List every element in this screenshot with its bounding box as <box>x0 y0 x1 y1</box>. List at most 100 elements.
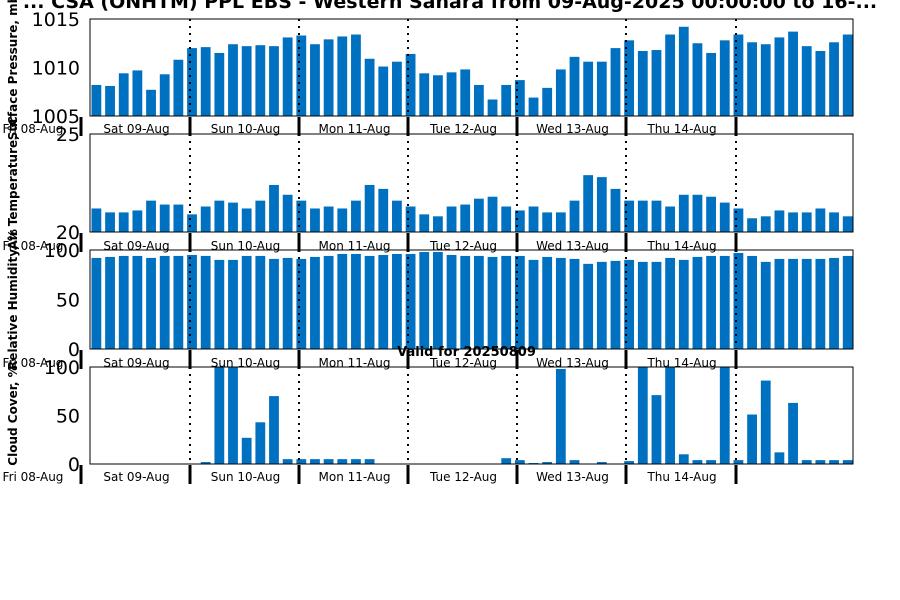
bar-2-41 <box>637 200 648 232</box>
day-label-4-6: Wed 13-Aug <box>536 470 609 484</box>
bar-1-25 <box>419 73 430 116</box>
bar-2-8 <box>187 214 197 232</box>
day-label-2-5: Tue 12-Aug <box>429 239 497 253</box>
bar-1-36 <box>569 56 580 116</box>
bar-2-24 <box>405 206 416 232</box>
bar-2-53 <box>801 212 812 232</box>
axes-frame-2 <box>89 133 854 233</box>
bar-1-20 <box>351 34 361 116</box>
bar-3-15 <box>282 257 293 349</box>
bar-3-49 <box>747 255 757 349</box>
bar-4-44 <box>678 454 689 464</box>
bar-2-18 <box>323 206 334 232</box>
bar-1-23 <box>392 61 402 116</box>
bar-2-32 <box>514 210 525 232</box>
day-label-1-1: Fri 08-Aug <box>3 122 64 136</box>
bar-3-8 <box>187 254 197 349</box>
day-label-2-6: Wed 13-Aug <box>536 239 609 253</box>
bar-4-9 <box>200 462 211 464</box>
bar-2-44 <box>678 194 689 232</box>
bar-3-39 <box>610 260 621 349</box>
bar-1-49 <box>747 42 757 116</box>
bar-4-41 <box>637 367 648 464</box>
bar-1-55 <box>829 42 839 116</box>
bar-2-9 <box>200 206 211 232</box>
bar-1-7 <box>173 59 184 116</box>
bar-2-21 <box>364 184 375 232</box>
bar-4-38 <box>596 462 607 464</box>
day-label-4-3: Sun 10-Aug <box>211 470 280 484</box>
bar-1-48 <box>733 34 744 116</box>
bar-1-5 <box>146 89 156 116</box>
bar-4-46 <box>706 460 716 464</box>
bar-2-6 <box>159 204 170 232</box>
y-tick-label-4-1: 0 <box>68 454 80 476</box>
bar-3-1 <box>91 257 102 349</box>
y-tick-label-4-3: 100 <box>44 357 80 379</box>
bar-3-9 <box>200 255 211 349</box>
day-label-1-4: Mon 11-Aug <box>319 122 391 136</box>
bar-3-16 <box>296 258 307 349</box>
bar-1-9 <box>200 47 211 116</box>
bar-4-31 <box>501 458 512 464</box>
bar-3-6 <box>159 255 170 349</box>
bar-4-52 <box>788 402 798 464</box>
bar-3-19 <box>337 253 348 349</box>
bar-2-10 <box>214 200 225 232</box>
bar-2-48 <box>733 208 744 232</box>
bar-1-33 <box>528 97 539 116</box>
bar-3-24 <box>405 253 416 349</box>
bar-4-15 <box>282 459 293 464</box>
bar-2-46 <box>706 196 716 232</box>
bar-1-22 <box>378 66 389 116</box>
bar-2-13 <box>255 200 266 232</box>
bar-1-56 <box>842 34 853 116</box>
bar-1-39 <box>610 48 621 116</box>
bar-2-43 <box>665 206 676 232</box>
bar-1-47 <box>719 40 730 117</box>
bar-2-7 <box>173 204 184 232</box>
bar-1-46 <box>706 52 716 116</box>
y-axis-label-4: Cloud Cover, % <box>6 365 20 465</box>
day-label-1-6: Wed 13-Aug <box>536 122 609 136</box>
day-label-4-7: Thu 14-Aug <box>646 470 716 484</box>
day-label-1-5: Tue 12-Aug <box>429 122 497 136</box>
bar-3-32 <box>514 255 525 349</box>
bar-1-15 <box>282 37 293 116</box>
bar-1-37 <box>583 61 594 116</box>
bar-4-32 <box>514 460 525 464</box>
bar-4-12 <box>241 437 252 464</box>
bar-2-5 <box>146 200 156 232</box>
bar-2-36 <box>569 200 580 232</box>
bar-2-19 <box>337 208 348 232</box>
y-tick-label-1-1: 1005 <box>32 106 80 128</box>
bar-1-51 <box>774 37 785 116</box>
bar-1-45 <box>692 43 703 116</box>
y-tick-label-2-2: 25 <box>56 124 80 146</box>
axes-frame-4 <box>89 366 854 465</box>
bar-2-31 <box>501 206 512 232</box>
bar-3-40 <box>624 259 635 349</box>
bar-3-51 <box>774 258 785 349</box>
bar-2-12 <box>241 208 252 232</box>
bar-3-23 <box>392 253 402 349</box>
bar-1-13 <box>255 45 266 116</box>
bar-4-19 <box>337 459 348 464</box>
bar-3-52 <box>788 258 798 349</box>
bar-2-51 <box>774 210 785 232</box>
y-tick-label-3-1: 0 <box>68 339 80 361</box>
day-label-2-2: Sat 09-Aug <box>103 239 169 253</box>
bar-3-45 <box>692 256 703 349</box>
bar-4-47 <box>719 367 730 464</box>
bar-2-45 <box>692 194 703 232</box>
bar-1-32 <box>514 80 525 116</box>
bar-1-4 <box>132 70 143 116</box>
bar-3-36 <box>569 258 580 349</box>
bar-4-51 <box>774 452 785 464</box>
bar-4-40 <box>624 461 635 464</box>
bar-4-54 <box>815 460 826 464</box>
y-tick-label-2-1: 20 <box>56 222 80 244</box>
bar-2-37 <box>583 175 594 232</box>
day-label-2-3: Sun 10-Aug <box>211 239 280 253</box>
bar-2-40 <box>624 200 635 232</box>
